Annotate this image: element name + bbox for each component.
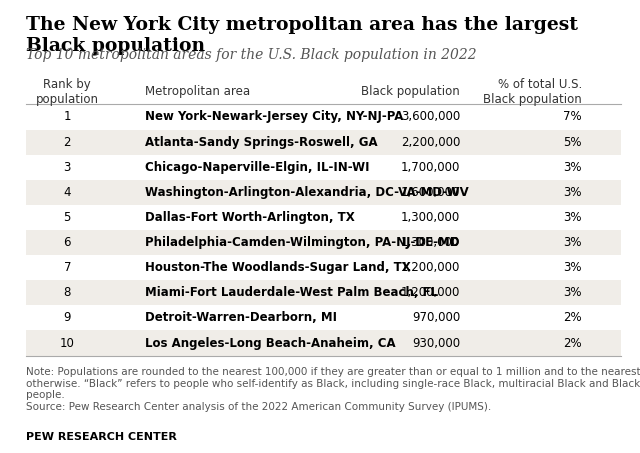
Text: 930,000: 930,000	[412, 337, 460, 350]
Text: Washington-Arlington-Alexandria, DC-VA-MD-WV: Washington-Arlington-Alexandria, DC-VA-M…	[145, 186, 468, 199]
Text: 8: 8	[63, 286, 71, 299]
Text: 2,200,000: 2,200,000	[401, 135, 460, 149]
Text: Top 10 metropolitan areas for the U.S. Black population in 2022: Top 10 metropolitan areas for the U.S. B…	[26, 48, 476, 62]
Text: 3%: 3%	[564, 286, 582, 299]
Text: 2%: 2%	[563, 311, 582, 324]
Text: 1,600,000: 1,600,000	[401, 186, 460, 199]
Text: Detroit-Warren-Dearborn, MI: Detroit-Warren-Dearborn, MI	[145, 311, 337, 324]
Text: 3%: 3%	[564, 211, 582, 224]
Text: PEW RESEARCH CENTER: PEW RESEARCH CENTER	[26, 432, 177, 442]
Text: 3,600,000: 3,600,000	[401, 111, 460, 124]
Text: 1: 1	[63, 111, 71, 124]
Text: 3%: 3%	[564, 161, 582, 173]
Text: 6: 6	[63, 236, 71, 249]
Text: 1,300,000: 1,300,000	[401, 211, 460, 224]
Text: 7: 7	[63, 261, 71, 274]
Text: 9: 9	[63, 311, 71, 324]
Text: 4: 4	[63, 186, 71, 199]
Text: Philadelphia-Camden-Wilmington, PA-NJ-DE-MD: Philadelphia-Camden-Wilmington, PA-NJ-DE…	[145, 236, 459, 249]
Text: 1,200,000: 1,200,000	[401, 286, 460, 299]
Text: Chicago-Naperville-Elgin, IL-IN-WI: Chicago-Naperville-Elgin, IL-IN-WI	[145, 161, 369, 173]
Text: 970,000: 970,000	[412, 311, 460, 324]
Text: 2%: 2%	[563, 337, 582, 350]
Text: 5%: 5%	[564, 135, 582, 149]
Text: Miami-Fort Lauderdale-West Palm Beach, FL: Miami-Fort Lauderdale-West Palm Beach, F…	[145, 286, 438, 299]
Text: 3%: 3%	[564, 186, 582, 199]
Text: Rank by
population: Rank by population	[36, 78, 99, 106]
Text: 1,200,000: 1,200,000	[401, 261, 460, 274]
Text: Metropolitan area: Metropolitan area	[145, 85, 250, 98]
Text: 5: 5	[63, 211, 71, 224]
Text: % of total U.S.
Black population: % of total U.S. Black population	[483, 78, 582, 106]
Text: 3: 3	[63, 161, 71, 173]
Text: 1,300,000: 1,300,000	[401, 236, 460, 249]
Text: Note: Populations are rounded to the nearest 100,000 if they are greater than or: Note: Populations are rounded to the nea…	[26, 367, 640, 412]
Text: 10: 10	[60, 337, 75, 350]
Text: 2: 2	[63, 135, 71, 149]
Text: New York-Newark-Jersey City, NY-NJ-PA: New York-Newark-Jersey City, NY-NJ-PA	[145, 111, 403, 124]
Text: 3%: 3%	[564, 261, 582, 274]
Text: Black population: Black population	[362, 85, 460, 98]
Text: 3%: 3%	[564, 236, 582, 249]
Text: 1,700,000: 1,700,000	[401, 161, 460, 173]
Text: Atlanta-Sandy Springs-Roswell, GA: Atlanta-Sandy Springs-Roswell, GA	[145, 135, 377, 149]
Text: Houston-The Woodlands-Sugar Land, TX: Houston-The Woodlands-Sugar Land, TX	[145, 261, 410, 274]
Text: Dallas-Fort Worth-Arlington, TX: Dallas-Fort Worth-Arlington, TX	[145, 211, 355, 224]
Text: 7%: 7%	[563, 111, 582, 124]
Text: Los Angeles-Long Beach-Anaheim, CA: Los Angeles-Long Beach-Anaheim, CA	[145, 337, 396, 350]
Text: The New York City metropolitan area has the largest Black population: The New York City metropolitan area has …	[26, 16, 578, 55]
